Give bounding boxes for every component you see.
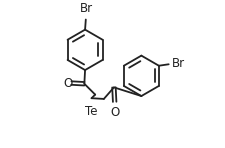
Text: Br: Br xyxy=(79,3,93,16)
Text: Br: Br xyxy=(172,57,185,70)
Text: O: O xyxy=(110,106,119,119)
Text: Te: Te xyxy=(85,105,98,118)
Text: O: O xyxy=(63,77,73,90)
